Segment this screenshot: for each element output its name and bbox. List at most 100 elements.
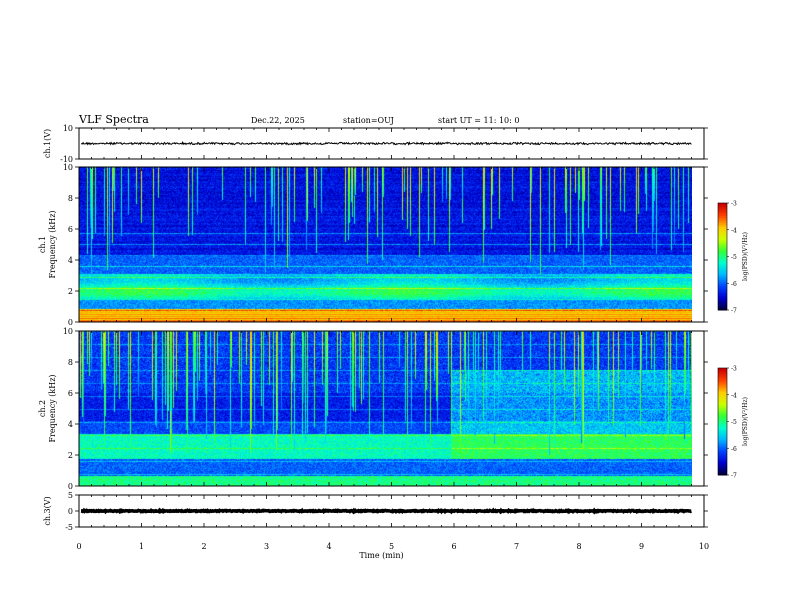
colorbar-segment <box>718 301 727 304</box>
colorbar-segment <box>718 224 727 227</box>
y-axis-label: ch.1(V) <box>43 129 52 158</box>
colorbar-segment <box>718 290 727 293</box>
colorbar-segment <box>718 396 727 399</box>
colorbar-segment <box>718 419 727 422</box>
colorbar-segment <box>718 217 727 220</box>
y-tick-label: 4 <box>68 420 73 429</box>
colorbar-segment <box>718 277 727 281</box>
colorbar-tick-label: -3 <box>731 366 737 373</box>
colorbar-segment <box>718 261 727 265</box>
colorbar-segment <box>718 400 727 403</box>
colorbar-tick-label: -5 <box>731 419 737 426</box>
colorbar-segment <box>718 441 727 444</box>
y-tick-label: 6 <box>68 389 73 398</box>
colorbar-segment <box>718 258 727 261</box>
colorbar-segment <box>718 236 727 240</box>
y-tick-label: 8 <box>68 358 73 367</box>
y-tick-label: 8 <box>68 194 73 203</box>
colorbar-tick-label: -7 <box>731 473 737 480</box>
colorbar-segment <box>718 252 727 256</box>
x-tick-label: 5 <box>389 542 394 551</box>
colorbar-segment <box>718 213 727 216</box>
colorbar-segment <box>718 203 727 206</box>
spectrogram-image <box>79 167 692 322</box>
colorbar-segment <box>718 430 727 433</box>
colorbar-segment <box>718 285 727 288</box>
colorbar-segment <box>718 467 727 471</box>
colorbar-segment <box>718 254 727 257</box>
colorbar-segment <box>718 242 727 245</box>
y-tick-label: 0 <box>68 318 73 327</box>
y-tick-label: 5 <box>68 491 73 500</box>
colorbar-segment <box>718 426 727 430</box>
colorbar-segment <box>718 433 727 437</box>
y-axis-label: ch.2 <box>38 400 47 417</box>
colorbar-segment <box>718 219 727 222</box>
colorbar-segment <box>718 453 727 456</box>
y-tick-label: 6 <box>68 225 73 234</box>
colorbar-segment <box>718 417 727 421</box>
colorbar-segment <box>718 391 727 394</box>
colorbar-segment <box>718 473 727 476</box>
colorbar-tick-label: -6 <box>731 281 737 288</box>
ch1-spectrogram-panel: 0 2 4 6 8 10 ch.1 Frequency (kHz) <box>38 163 708 327</box>
x-tick-label: 4 <box>326 542 331 551</box>
colorbar-segment <box>718 281 727 284</box>
colorbar-segment <box>718 458 727 462</box>
colorbar-tick-label: -4 <box>731 392 737 399</box>
series-line <box>80 140 692 146</box>
colorbar-segment <box>718 304 727 307</box>
colorbar-segment <box>718 240 727 243</box>
y-tick-label: 0 <box>68 507 73 516</box>
colorbar-tick-label: -6 <box>731 446 737 453</box>
y-axis-label: ch.1 <box>38 236 47 253</box>
colorbar-segment <box>718 460 727 464</box>
y-tick-label: 4 <box>68 256 73 265</box>
colorbar-segment <box>718 292 727 295</box>
colorbar-segment <box>718 439 727 442</box>
ch2-spectrogram-panel: 0 2 4 6 8 10 ch.2 Frequency (kHz) <box>38 327 708 491</box>
ch1-voltage-panel: 10 -10 ch.1(V) <box>43 124 708 164</box>
colorbar-segment <box>718 215 727 218</box>
colorbar-segment <box>718 235 727 238</box>
colorbar-segment <box>718 416 727 419</box>
colorbar-segment <box>718 378 727 381</box>
colorbar-tick-label: -5 <box>731 254 737 261</box>
colorbar-segment <box>718 446 727 449</box>
colorbar-segment <box>718 450 727 453</box>
y-axis-label: Frequency (kHz) <box>48 210 57 278</box>
colorbar-segment <box>718 231 727 234</box>
colorbar-segment <box>718 238 727 241</box>
spectrogram-image <box>79 331 692 486</box>
colorbar-segment <box>718 222 727 225</box>
x-tick-label: 7 <box>514 542 519 551</box>
colorbar-segment <box>718 382 727 385</box>
colorbar-segment <box>718 466 727 469</box>
colorbar-segment <box>718 265 727 268</box>
y-tick-label: 10 <box>63 163 73 172</box>
colorbar-segment <box>718 373 727 376</box>
y-axis-label: ch.3(V) <box>43 496 52 525</box>
colorbar-segment <box>718 428 727 431</box>
colorbar-segment <box>718 288 727 291</box>
colorbar-segment <box>718 375 727 378</box>
colorbar-segment <box>718 410 727 414</box>
colorbar-segment <box>718 247 727 250</box>
colorbar-segment <box>718 437 727 440</box>
ch1-colorbar: -3 -4 -5 -6 -7 log(PSD)(V²/Hz) <box>717 201 749 315</box>
colorbar-segment <box>718 387 727 390</box>
colorbar-segment <box>718 405 727 408</box>
colorbar-segment <box>718 286 727 290</box>
colorbar-segment <box>718 229 727 233</box>
x-tick-label: 9 <box>639 542 644 551</box>
colorbar-segment <box>718 299 727 302</box>
colorbar-segment <box>718 384 727 387</box>
colorbar-segment <box>718 432 727 435</box>
colorbar-segment <box>718 471 727 474</box>
colorbar-segment <box>718 457 727 460</box>
colorbar-segment <box>718 233 727 236</box>
colorbar-segment <box>718 412 727 415</box>
colorbar-segment <box>718 297 727 300</box>
colorbar-segment <box>718 462 727 465</box>
